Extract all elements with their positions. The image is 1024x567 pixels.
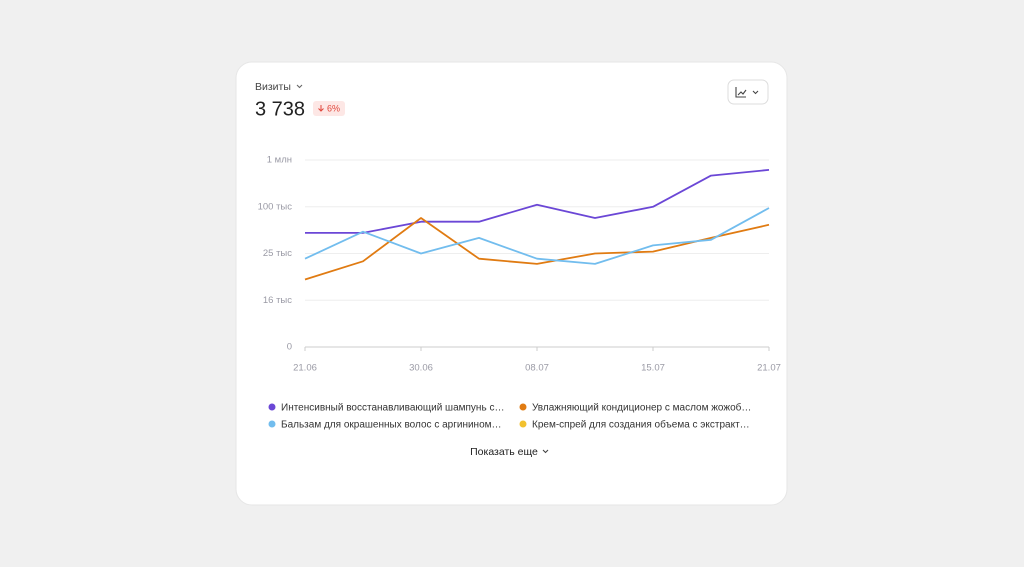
down-arrow: [318, 105, 324, 112]
x-tick-label: 08.07: [525, 363, 549, 374]
y-tick-label: 16 тыс: [263, 295, 292, 306]
legend-label: Бальзам для окрашенных волос с аргинином…: [281, 420, 502, 431]
change: 6%: [327, 103, 340, 113]
legend-dot: [519, 420, 527, 428]
chart-icon: [735, 87, 747, 98]
legend-label: Интенсивный восстанавливающий шампунь с…: [281, 403, 504, 414]
x-tick-label: 30.06: [409, 363, 433, 374]
series-line: [304, 207, 770, 265]
total: 3 738: [255, 98, 305, 120]
x-tick-label: 15.07: [641, 363, 665, 374]
card: [235, 61, 788, 506]
x-tick-label: 21.06: [293, 363, 317, 374]
legend-label: Увлажняющий кондиционер с маслом жожоб…: [532, 402, 751, 414]
metric-selector[interactable]: Визиты: [255, 81, 291, 93]
y-tick-label: 100 тыс: [258, 201, 293, 212]
change-badge: [313, 101, 345, 116]
chevron: [296, 84, 303, 89]
x-tick-label: 21.07: [757, 363, 781, 374]
chevron: [752, 90, 759, 95]
legend-dot: [519, 403, 527, 411]
series-line: [305, 169, 770, 234]
legend-dot: [268, 403, 276, 411]
legend-label: Крем-спрей для создания объема с экстрак…: [532, 419, 750, 431]
chart-type-button[interactable]: [727, 79, 769, 105]
y-tick-label: 25 тыс: [263, 248, 292, 259]
y-tick-label: 0: [287, 342, 292, 353]
chevron: [542, 449, 549, 454]
show-more[interactable]: Показать еще: [470, 446, 538, 458]
legend-dot: [268, 420, 276, 428]
y-tick-label: 1 млн: [267, 155, 292, 166]
